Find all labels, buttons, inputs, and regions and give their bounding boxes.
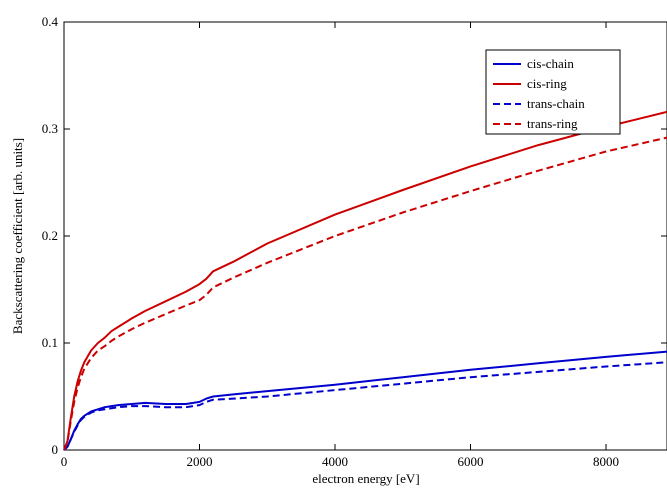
- legend-label-cis-chain: cis-chain: [527, 56, 574, 71]
- legend: cis-chain cis-ring trans-chain trans-rin…: [485, 49, 621, 135]
- legend-label-cis-ring: cis-ring: [527, 76, 567, 91]
- x-tick-label: 6000: [458, 454, 484, 469]
- legend-label-trans-ring: trans-ring: [527, 116, 578, 131]
- x-axis: 0 2000 4000 6000 8000: [61, 22, 619, 469]
- y-tick-label: 0.3: [42, 121, 58, 136]
- y-tick-label: 0: [52, 442, 59, 457]
- series-line-cis-chain: [63, 350, 667, 451]
- x-tick-label: 2000: [187, 454, 213, 469]
- y-tick-label: 0.2: [42, 228, 58, 243]
- series-line-trans-ring: [63, 136, 667, 451]
- x-tick-label: 0: [61, 454, 68, 469]
- series-line-cis-ring: [63, 110, 667, 451]
- y-tick-label: 0.1: [42, 335, 58, 350]
- x-tick-label: 8000: [593, 454, 619, 469]
- legend-label-trans-chain: trans-chain: [527, 96, 585, 111]
- series-line-trans-chain: [63, 361, 667, 451]
- y-tick-label: 0.4: [42, 14, 59, 29]
- y-axis-title: Backscattering coefficient [arb. units]: [10, 138, 25, 334]
- x-axis-title: electron energy [eV]: [312, 471, 419, 486]
- x-tick-label: 4000: [322, 454, 348, 469]
- y-axis: 0 0.1 0.2 0.3 0.4: [42, 14, 667, 457]
- series-lines: [63, 110, 667, 451]
